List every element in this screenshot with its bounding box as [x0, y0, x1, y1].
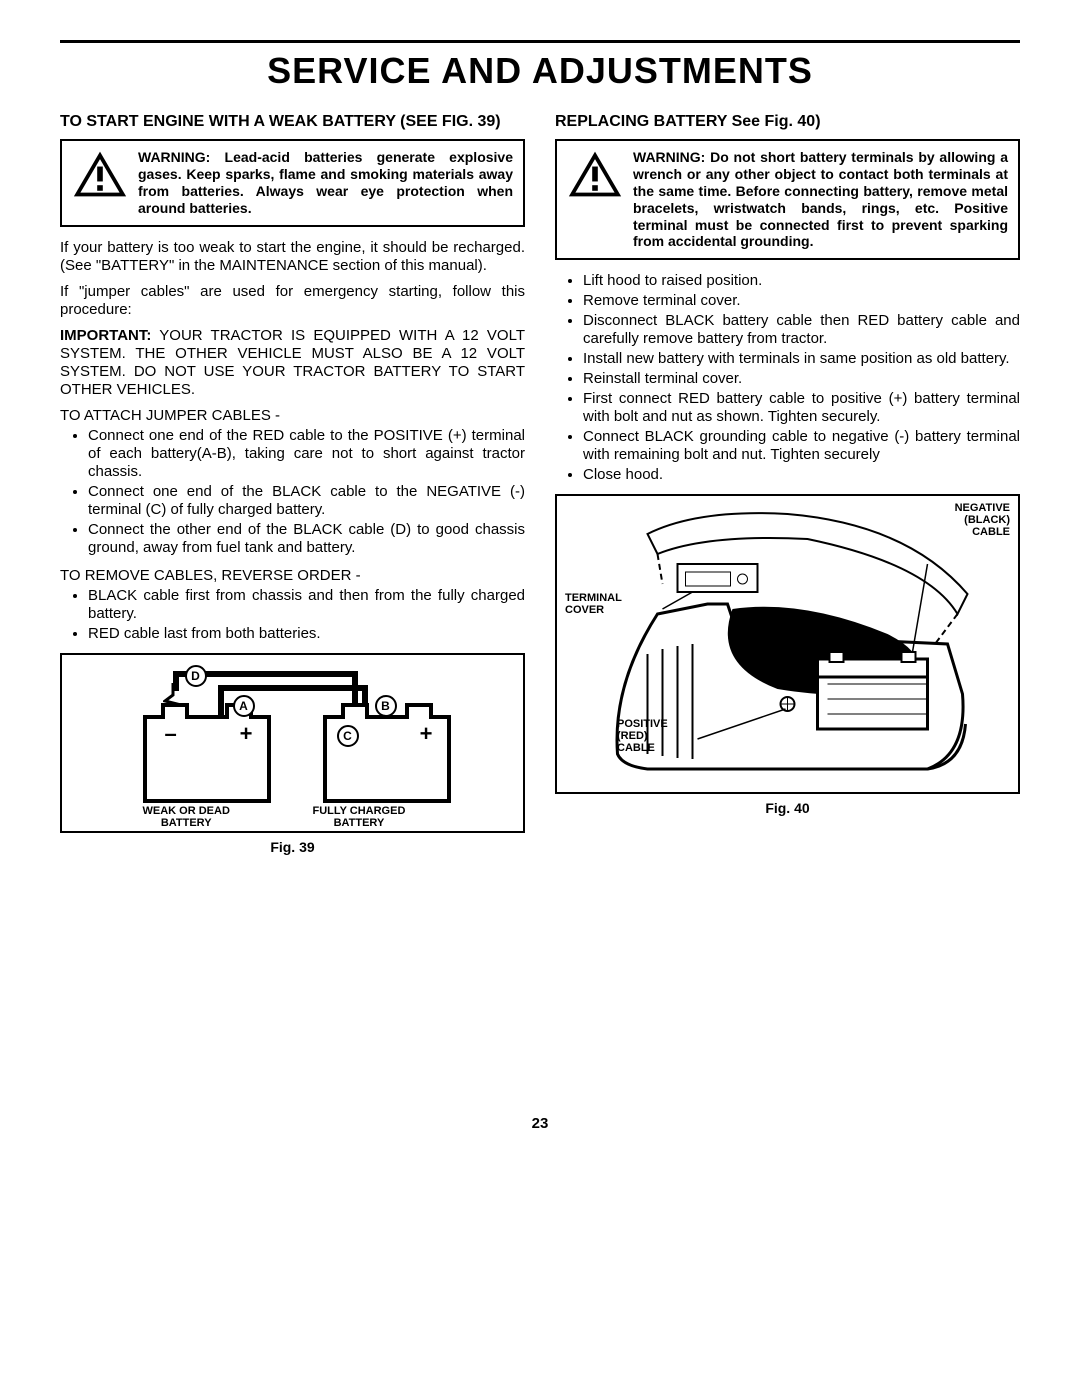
terminal-cover-label: TERMINAL COVER	[565, 592, 622, 616]
warning-box-right: WARNING: Do not short battery terminals …	[555, 139, 1020, 260]
two-column-layout: TO START ENGINE WITH A WEAK BATTERY (SEE…	[60, 112, 1020, 855]
label-b-circle: B	[375, 695, 397, 717]
label-c-circle: C	[337, 725, 359, 747]
left-column: TO START ENGINE WITH A WEAK BATTERY (SEE…	[60, 112, 525, 855]
warning-text-left: WARNING: Lead-acid batteries generate ex…	[138, 149, 513, 216]
weak-battery-label: WEAK OR DEAD BATTERY	[143, 805, 230, 829]
list-item: RED cable last from both batteries.	[88, 625, 525, 643]
list-item: Connect one end of the BLACK cable to th…	[88, 483, 525, 519]
left-heading: TO START ENGINE WITH A WEAK BATTERY (SEE…	[60, 112, 525, 131]
list-item: First connect RED battery cable to posit…	[583, 390, 1020, 426]
right-column: REPLACING BATTERY See Fig. 40) WARNING: …	[555, 112, 1020, 855]
fig40-caption: Fig. 40	[555, 800, 1020, 817]
horizontal-rule	[60, 40, 1020, 43]
positive-cable-label: POSITIVE (RED) CABLE	[617, 718, 668, 754]
list-item: Connect one end of the RED cable to the …	[88, 427, 525, 481]
list-item: Disconnect BLACK battery cable then RED …	[583, 312, 1020, 348]
list-item: Install new battery with terminals in sa…	[583, 350, 1020, 368]
attach-head: TO ATTACH JUMPER CABLES -	[60, 407, 525, 425]
list-item: Close hood.	[583, 466, 1020, 484]
label-d-circle: D	[185, 665, 207, 687]
charged-battery-label: FULLY CHARGED BATTERY	[313, 805, 406, 829]
list-item: Remove terminal cover.	[583, 292, 1020, 310]
warning-triangle-icon	[72, 149, 128, 216]
list-item: Reinstall terminal cover.	[583, 370, 1020, 388]
left-para2: If "jumper cables" are used for emergenc…	[60, 283, 525, 319]
fig39-caption: Fig. 39	[60, 839, 525, 856]
list-item: BLACK cable first from chassis and then …	[88, 587, 525, 623]
page-number: 23	[60, 1115, 1020, 1133]
figure-40-box: NEGATIVE (BLACK) CABLE TERMINAL COVER PO…	[555, 494, 1020, 794]
remove-list: BLACK cable first from chassis and then …	[60, 587, 525, 643]
left-para1: If your battery is too weak to start the…	[60, 239, 525, 275]
replace-list: Lift hood to raised position. Remove ter…	[555, 272, 1020, 484]
list-item: Connect the other end of the BLACK cable…	[88, 521, 525, 557]
negative-cable-label: NEGATIVE (BLACK) CABLE	[955, 502, 1010, 538]
list-item: Connect BLACK grounding cable to negativ…	[583, 428, 1020, 464]
remove-head: TO REMOVE CABLES, REVERSE ORDER -	[60, 567, 525, 585]
warning-box-left: WARNING: Lead-acid batteries generate ex…	[60, 139, 525, 226]
important-label: IMPORTANT:	[60, 327, 151, 344]
page-title: SERVICE AND ADJUSTMENTS	[60, 49, 1020, 92]
jumper-diagram: – + – + D A B C WEAK OR DEAD BATTERY FUL…	[113, 665, 473, 825]
figure-39-box: – + – + D A B C WEAK OR DEAD BATTERY FUL…	[60, 653, 525, 833]
list-item: Lift hood to raised position.	[583, 272, 1020, 290]
left-important: IMPORTANT: YOUR TRACTOR IS EQUIPPED WITH…	[60, 327, 525, 399]
warning-text-right: WARNING: Do not short battery terminals …	[633, 149, 1008, 250]
attach-list: Connect one end of the RED cable to the …	[60, 427, 525, 557]
warning-triangle-icon	[567, 149, 623, 250]
label-a-circle: A	[233, 695, 255, 717]
right-heading: REPLACING BATTERY See Fig. 40)	[555, 112, 1020, 131]
weak-battery-icon: – +	[143, 715, 271, 803]
